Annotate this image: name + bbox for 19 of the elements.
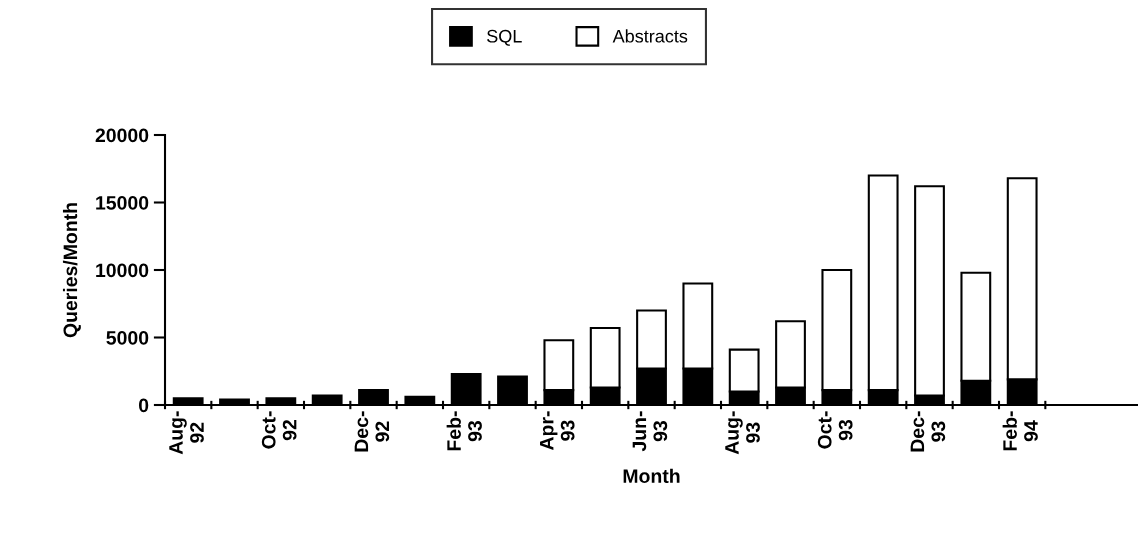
x-tick-label: Dec- 92	[354, 411, 390, 452]
y-tick-label: 10000	[96, 263, 149, 278]
x-tick-label: Oct- 92	[261, 411, 297, 449]
x-tick-label: Apr- 93	[540, 411, 575, 451]
x-tick-label: Feb- 93	[446, 411, 482, 451]
x-tick-label: Aug- 92	[169, 411, 204, 455]
x-tick-label: Jun- 93	[632, 411, 668, 452]
y-tick-label: 5000	[106, 330, 149, 345]
x-tick-label: Dec- 93	[910, 411, 946, 452]
y-tick-label: 15000	[96, 195, 149, 210]
x-axis-title: Month	[623, 468, 680, 483]
legend-label: SQL	[487, 29, 522, 46]
legend-label: Abstracts	[612, 29, 688, 43]
y-tick-label: 0	[138, 398, 149, 413]
x-tick-label: Oct- 93	[817, 411, 853, 449]
y-axis-title: Queries/Month	[62, 203, 81, 338]
x-tick-label: Aug- 93	[725, 411, 760, 455]
x-tick-label: Feb- 94	[1002, 411, 1038, 451]
y-tick-label: 20000	[95, 128, 149, 143]
